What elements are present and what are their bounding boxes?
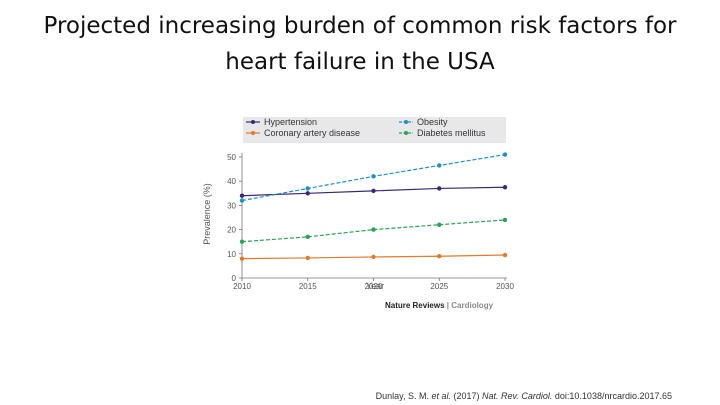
y-tick-label: 10 <box>227 250 236 259</box>
data-point-hypertension <box>239 193 245 198</box>
credit-doi: doi:10.1038/nrcardio.2017.65 <box>552 391 672 401</box>
slide-title-line-2: heart failure in the USA <box>225 49 495 75</box>
data-point-diabetes <box>305 234 310 240</box>
y-axis-title: Prevalence (%) <box>202 183 212 245</box>
chart-legend: Hypertension Obesity Coronary artery disea… <box>243 117 506 143</box>
x-tick-label: 2030 <box>496 282 514 291</box>
data-point-obesity <box>437 163 442 168</box>
x-tick-label: 2025 <box>430 282 448 291</box>
data-point-obesity <box>239 198 245 203</box>
legend-marker-cad <box>251 131 255 135</box>
data-point-cad <box>437 254 442 259</box>
y-tick-label: 50 <box>227 153 236 162</box>
publisher-journal: Nature Reviews <box>385 301 445 310</box>
legend-marker-obesity <box>404 120 408 124</box>
legend-label-obesity: Obesity <box>417 117 448 127</box>
y-tick-label: 0 <box>232 274 237 283</box>
data-point-diabetes <box>239 239 245 244</box>
data-point-obesity <box>371 174 376 179</box>
x-tick-label: 2015 <box>299 282 317 291</box>
credit-journal: Nat. Rev. Cardiol. <box>482 391 553 401</box>
publisher-section: Cardiology <box>451 301 493 310</box>
legend-marker-diabetes <box>404 131 408 135</box>
citation-credit: Dunlay, S. M. et al. (2017) Nat. Rev. Ca… <box>376 391 672 401</box>
legend-label-hypertension: Hypertension <box>264 117 317 127</box>
legend-label-cad: Coronary artery disease <box>264 128 360 138</box>
publisher-separator: | <box>445 301 452 310</box>
credit-etal: et al. <box>431 391 452 401</box>
data-point-diabetes <box>502 217 508 223</box>
publisher-footer: Nature Reviews | Cardiology <box>385 301 494 310</box>
legend-items: Hypertension Obesity Coronary artery disea… <box>246 117 486 138</box>
data-point-hypertension <box>371 188 376 194</box>
data-point-diabetes <box>437 222 442 227</box>
x-axis-title: Year <box>366 281 384 291</box>
slide-title-line-1: Projected increasing burden of common ri… <box>43 13 677 39</box>
data-point-obesity <box>305 186 310 191</box>
series-layer <box>239 152 508 261</box>
x-axis: 2010 2015 2020 2025 2030 <box>233 277 514 291</box>
y-tick-label: 30 <box>227 201 236 210</box>
data-point-diabetes <box>371 227 376 232</box>
legend-label-diabetes: Diabetes mellitus <box>417 128 486 138</box>
data-point-hypertension <box>502 185 508 190</box>
y-tick-label: 40 <box>227 177 236 186</box>
y-tick-label: 20 <box>227 226 236 235</box>
credit-authors: Dunlay, S. M. <box>375 391 432 401</box>
data-point-cad <box>371 254 376 260</box>
legend-background <box>243 117 506 143</box>
y-axis: 0 10 20 30 40 50 <box>227 153 243 283</box>
data-point-cad <box>305 255 310 261</box>
credit-year: (2017) <box>451 391 483 401</box>
slide-title: Projected increasing burden of common ri… <box>20 8 700 80</box>
data-point-cad <box>502 252 508 258</box>
data-point-cad <box>239 256 245 261</box>
legend-marker-hypertension <box>251 120 255 124</box>
x-tick-label: 2010 <box>233 282 251 291</box>
data-point-hypertension <box>305 191 310 196</box>
data-point-obesity <box>502 152 508 157</box>
data-point-hypertension <box>437 186 442 191</box>
x-tick-label: 2020 <box>365 282 383 291</box>
